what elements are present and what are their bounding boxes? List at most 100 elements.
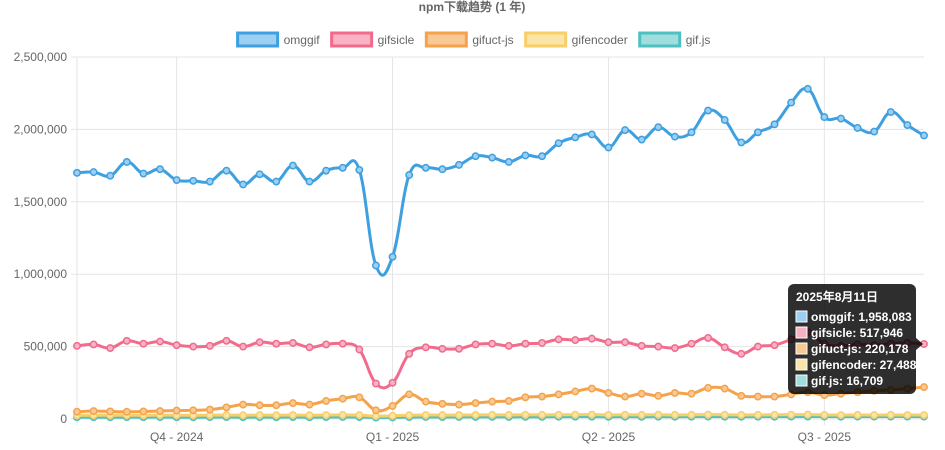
data-point <box>604 338 613 347</box>
legend-swatch <box>236 31 280 48</box>
data-point <box>239 411 248 420</box>
data-point <box>322 340 331 349</box>
data-point <box>920 411 928 419</box>
legend-item[interactable]: gifuct-js <box>424 31 514 48</box>
data-point <box>438 165 447 174</box>
data-point <box>720 116 729 124</box>
tooltip-line: gifsicle: 517,946 <box>811 326 903 340</box>
tooltip-swatch <box>795 374 808 387</box>
x-tick-label: Q4 - 2024 <box>150 430 204 444</box>
legend-item[interactable]: omggif <box>236 31 321 48</box>
data-point <box>504 410 513 419</box>
data-point <box>355 411 364 420</box>
data-point <box>654 123 663 132</box>
data-point <box>322 411 331 419</box>
x-tick-label: Q1 - 2025 <box>366 430 420 444</box>
data-point <box>853 410 862 419</box>
legend-label: gifsicle <box>378 33 415 47</box>
legend-item[interactable]: gifencoder <box>524 31 628 48</box>
data-point <box>753 392 762 401</box>
data-point <box>670 132 679 141</box>
data-point <box>521 393 530 402</box>
data-point <box>338 339 347 348</box>
data-point <box>604 410 613 419</box>
data-point <box>538 392 546 401</box>
data-point <box>637 410 646 419</box>
tooltip: 2025年8月11日 omggif: 1,958,083 gifsicle: 517… <box>788 284 923 394</box>
data-point <box>89 340 98 349</box>
legend-item[interactable]: gif.js <box>638 31 711 48</box>
data-point <box>837 114 845 123</box>
data-point <box>255 401 264 410</box>
data-point <box>687 339 696 348</box>
data-point <box>355 345 364 354</box>
data-point <box>720 384 729 393</box>
data-point <box>338 163 347 172</box>
data-point <box>255 411 264 419</box>
data-point <box>338 394 347 403</box>
series-gifuct-js <box>73 383 928 416</box>
data-point <box>538 339 546 347</box>
data-point <box>156 337 164 346</box>
legend-item[interactable]: gifsicle <box>330 31 415 48</box>
data-point <box>670 410 679 419</box>
data-point <box>903 121 912 130</box>
legend-swatch <box>424 31 468 48</box>
y-tick-label: 2,000,000 <box>14 122 68 136</box>
y-tick-label: 1,500,000 <box>14 195 68 209</box>
data-point <box>737 410 746 419</box>
data-point <box>870 411 879 420</box>
tooltip-swatch <box>795 310 808 323</box>
data-point <box>371 379 380 388</box>
series-group <box>73 84 928 422</box>
data-point <box>637 341 646 350</box>
data-point <box>504 396 513 405</box>
data-point <box>89 168 98 177</box>
data-point <box>637 135 646 144</box>
legend-label: gifuct-js <box>472 33 513 47</box>
data-point <box>654 391 663 400</box>
data-point <box>670 344 679 352</box>
data-point <box>139 407 148 416</box>
data-point <box>753 342 762 351</box>
data-point <box>587 334 596 343</box>
data-point <box>737 349 746 358</box>
data-point <box>106 171 115 180</box>
data-point <box>106 407 115 416</box>
series-line <box>76 330 925 390</box>
data-point <box>704 410 713 419</box>
data-point <box>803 410 812 419</box>
data-point <box>222 336 231 345</box>
data-point <box>305 177 314 186</box>
data-point <box>471 340 480 349</box>
series-line <box>76 86 925 277</box>
data-point <box>455 160 463 169</box>
data-point <box>438 344 447 353</box>
data-point <box>106 344 115 352</box>
data-point <box>122 336 131 345</box>
data-point <box>388 411 397 420</box>
data-point <box>421 343 430 352</box>
data-point <box>604 143 613 152</box>
data-point <box>621 392 630 401</box>
tooltip-caret <box>916 338 923 351</box>
data-point <box>571 387 580 396</box>
data-point <box>587 384 596 393</box>
data-point <box>704 383 713 392</box>
legend[interactable]: omggif gifsicle gifuct-js gifencoder gif.js <box>236 31 711 48</box>
series-omggif <box>73 84 928 277</box>
data-point <box>156 407 164 415</box>
data-point <box>471 410 480 419</box>
data-point <box>189 342 198 351</box>
data-point <box>239 342 248 351</box>
data-point <box>737 391 746 400</box>
data-point <box>803 84 812 93</box>
data-point <box>787 410 796 419</box>
y-axis: 2,500,000 2,000,000 1,500,000 1,000,000 500,… <box>14 50 68 426</box>
data-point <box>73 168 81 177</box>
data-point <box>305 343 314 352</box>
tooltip-swatch <box>795 342 808 355</box>
data-point <box>305 400 314 409</box>
legend-swatch <box>330 31 374 48</box>
data-point <box>421 397 430 406</box>
